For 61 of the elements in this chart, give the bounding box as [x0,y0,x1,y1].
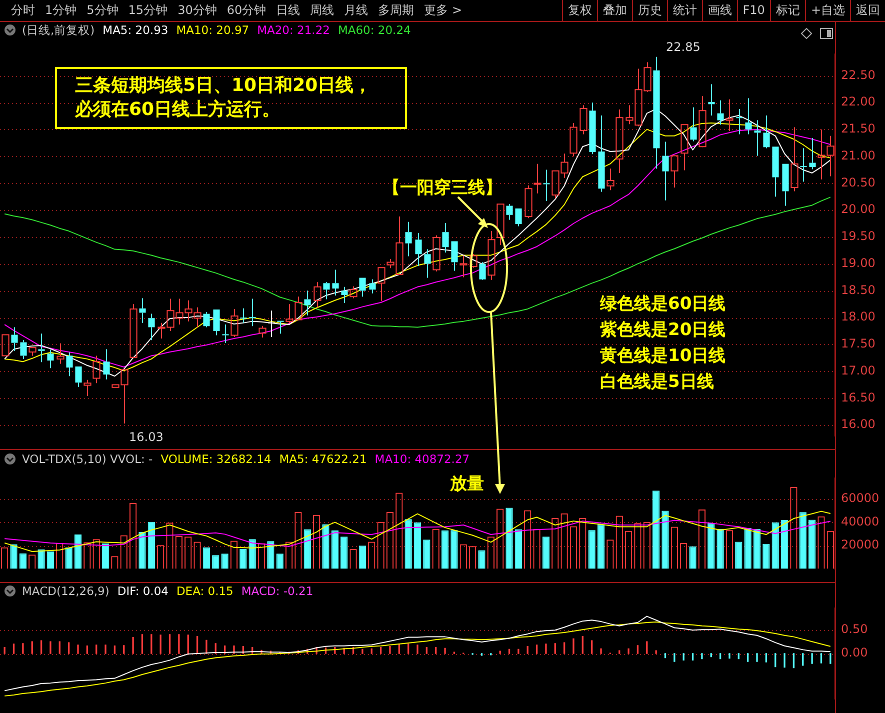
text: 22.85 [666,40,700,54]
y-tick-label: 18.50 [841,282,876,297]
y-tick-label: 20.00 [841,202,876,216]
text: 画线 [702,0,737,21]
text: +自选 [804,0,850,21]
y-tick-label: 20.50 [841,175,876,190]
text: MA60: 20.24 [338,23,411,37]
text: MA5: 20.93 [102,23,168,37]
chart-title: (日线,前复权) [22,22,95,38]
annotation: 紫色线是20日线 [600,319,726,342]
text: 分时 [10,2,36,19]
y-tick-label: 16.50 [841,390,876,404]
text: 30分钟 [176,2,218,19]
text: MA10: 20.97 [176,23,250,37]
text: MA10: 40872.27 [374,452,470,466]
y-tick-label: 0.50 [841,622,868,636]
text: 复权 [562,0,597,21]
annotation: 绿色线是60日线 [600,293,726,316]
y-tick-label: 19.50 [841,229,876,244]
text: 更多 > [423,2,463,19]
text: 统计 [666,0,702,21]
text: 60分钟 [226,2,268,19]
y-tick-label: 21.50 [841,122,876,136]
annotation: 放量 [450,473,484,496]
text: MA5: 47622.21 [279,452,367,466]
y-tick-label: 21.00 [841,148,876,162]
annotation: 16.03 [129,430,164,444]
text: VOLUME: 32682.14 [160,452,272,466]
text: MA20: 21.22 [257,23,330,37]
text: 标记 [770,0,805,21]
y-tick-label: 22.00 [841,94,876,109]
y-tick-label: 22.50 [841,68,876,82]
text: 历史 [632,0,667,21]
text: MACD: -0.21 [241,584,314,598]
text: 叠加 [596,0,632,21]
y-tick-label: 20000 [841,538,880,552]
y-tick-label: 18.00 [841,310,876,324]
text: 1分钟 [44,2,78,19]
y-tick-label: 16.00 [841,417,876,432]
annotation: 黄色线是10日线 [600,345,726,368]
annotation: 白色线是5日线 [600,371,714,394]
text: 15分钟 [127,2,169,19]
text: 月线 [343,2,370,19]
y-tick-label: 60000 [841,491,880,506]
annotation: 【一阳穿三线】 [383,177,502,200]
y-tick-label: 0.00 [841,646,868,660]
text: 5分钟 [86,2,120,19]
text: 周线 [309,2,336,19]
chart-title: VOL-TDX(5,10) VVOL: - [22,452,153,466]
y-tick-label: 19.00 [841,256,876,270]
text: 多周期 [377,2,416,19]
text: 日线 [275,2,302,19]
text: 返回 [850,0,885,21]
text: DEA: 0.15 [176,584,234,598]
text: DIF: 0.04 [117,584,168,598]
y-tick-label: 40000 [841,514,880,528]
y-tick-label: 17.00 [841,363,876,378]
y-tick-label: 17.50 [841,336,876,351]
text: F10 [736,0,770,21]
annotation: 三条短期均线5日、10日和20日线，必须在60日线上方运行。 [55,67,407,129]
chart-title: MACD(12,26,9) [22,584,110,598]
